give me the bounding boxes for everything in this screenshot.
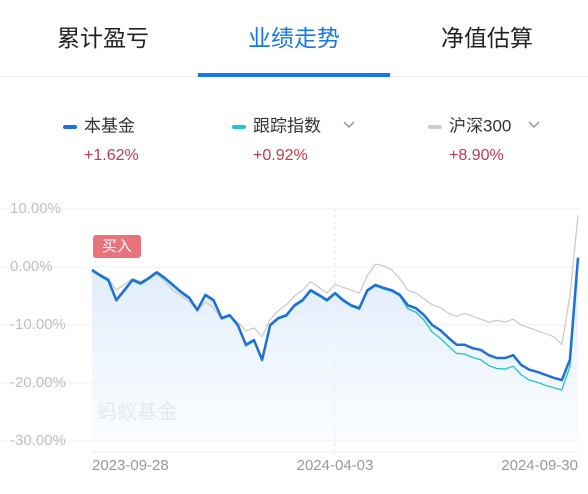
x-tick-label: 2023-09-28: [92, 457, 169, 474]
y-tick-label: -10.00%: [10, 316, 66, 333]
chevron[interactable]: [528, 121, 540, 129]
legend-change: +8.90%: [449, 147, 504, 164]
y-tick-label: -30.00%: [10, 432, 66, 449]
legend-label: 本基金: [84, 116, 135, 135]
chevron[interactable]: [343, 121, 355, 129]
buy-tag-label: 买入: [102, 238, 132, 255]
y-tick-label: 10.00%: [10, 200, 61, 217]
legend-swatch: [63, 125, 77, 129]
legend-swatch: [428, 125, 442, 129]
series-line: [91, 257, 580, 382]
series-line: [91, 215, 579, 346]
legend-label: 跟踪指数: [253, 116, 321, 135]
tab-underline: [198, 73, 390, 77]
legend-change: +0.92%: [253, 147, 308, 164]
tab[interactable]: 净值估算: [441, 25, 533, 51]
y-tick-label: -20.00%: [10, 374, 66, 391]
legend-swatch: [232, 125, 246, 129]
buy-tag: [93, 235, 141, 258]
x-tick-label: 2024-09-30: [501, 457, 578, 474]
area-fill: [92, 257, 578, 441]
legend-change: +1.62%: [84, 147, 139, 164]
tab-active[interactable]: 业绩走势: [248, 25, 340, 51]
x-tick-label: 2024-04-03: [297, 457, 374, 474]
tab[interactable]: 累计盈亏: [57, 25, 149, 51]
y-tick-label: 0.00%: [10, 258, 53, 275]
legend-label: 沪深300: [449, 116, 511, 135]
